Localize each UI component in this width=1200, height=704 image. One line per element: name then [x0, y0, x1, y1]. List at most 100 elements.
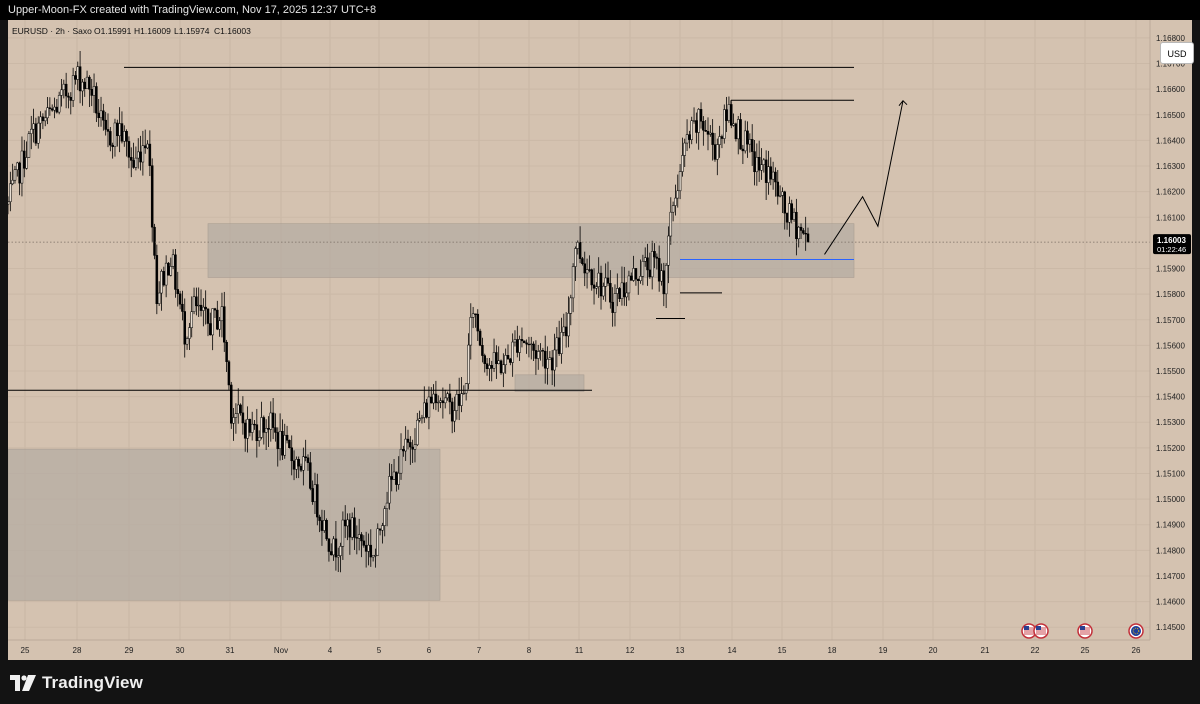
supply-demand-zone[interactable]	[8, 448, 441, 601]
candle-bearish	[425, 402, 428, 418]
candle-bullish	[664, 265, 668, 295]
candle-bullish	[471, 313, 475, 318]
candle-bearish	[527, 343, 531, 346]
legend-ohlc-value: C1.16003	[214, 26, 251, 36]
candle-bearish	[592, 284, 596, 289]
candle-bullish	[257, 437, 261, 442]
time-axis[interactable]: 25 28 29 30 31 Nov 4 5 6 7 8 11 12 13 14 15 18 19 20 21 22 25…	[8, 639, 1150, 655]
candle-bearish	[750, 139, 754, 152]
candle-bullish	[567, 313, 570, 337]
candle-bearish	[176, 289, 180, 295]
candle-bullish	[383, 508, 386, 526]
price-tick-label: 1.16600	[1156, 85, 1185, 94]
candle-bullish	[146, 143, 149, 149]
price-tick-label: 1.15800	[1156, 290, 1185, 299]
time-tick-label: 21	[981, 646, 990, 655]
candle-bullish	[218, 320, 221, 330]
candle-bearish	[311, 488, 314, 503]
candle-bullish	[639, 276, 642, 281]
candle-bullish	[602, 286, 605, 297]
candle-bearish	[609, 283, 612, 303]
us-flag-icon[interactable]	[1033, 623, 1049, 639]
candle-bearish	[150, 165, 154, 228]
candle-bullish	[16, 162, 19, 170]
candle-bullish	[404, 438, 407, 452]
candle-bullish	[8, 201, 10, 205]
tradingview-logo[interactable]: TradingView	[10, 672, 143, 694]
candle-bearish	[434, 393, 438, 404]
time-tick-label: 14	[728, 646, 737, 655]
candle-bearish	[764, 159, 768, 183]
ohlc-legend: EURUSD · 2h · Saxo O1.15991 H1.16009 L1.159…	[12, 26, 251, 36]
candle-bullish	[697, 109, 700, 133]
candle-bearish	[704, 129, 707, 132]
candle-bullish	[432, 393, 435, 404]
candle-bullish	[92, 86, 96, 96]
eu-flag-icon[interactable]	[1128, 623, 1144, 639]
candle-bearish	[478, 330, 482, 346]
currency-button[interactable]: USD	[1160, 42, 1194, 64]
candle-bullish	[423, 402, 426, 418]
price-tick-label: 1.16200	[1156, 188, 1185, 197]
candle-bearish	[253, 423, 256, 426]
price-scale[interactable]: 1.16800 1.16700 1.16600 1.16500 1.16400 1.163…	[1149, 20, 1185, 640]
us-flag-icon[interactable]	[1077, 623, 1093, 639]
candle-bullish	[346, 519, 349, 527]
candle-bearish	[292, 460, 296, 470]
candle-bullish	[571, 266, 575, 299]
candle-bullish	[71, 75, 75, 101]
candle-bullish	[39, 116, 42, 124]
candle-bearish	[520, 339, 524, 342]
time-tick-label: Nov	[274, 646, 288, 655]
time-tick-label: 29	[125, 646, 134, 655]
candle-bullish	[295, 459, 298, 470]
candle-bearish	[304, 456, 307, 459]
candle-bearish	[334, 538, 338, 558]
candle-bullish	[595, 286, 598, 289]
candle-bullish	[760, 164, 763, 171]
candle-bearish	[162, 271, 166, 286]
candle-bullish	[502, 364, 505, 374]
candle-bullish	[732, 123, 735, 126]
candle-bullish	[748, 139, 752, 145]
supply-demand-zone[interactable]	[207, 223, 855, 278]
chart-area[interactable]: 1.16800 1.16700 1.16600 1.16500 1.16400 1.163…	[8, 20, 1194, 660]
candle-bearish	[720, 136, 724, 139]
candle-bearish	[216, 309, 219, 330]
candle-bullish	[460, 393, 463, 406]
candle-bearish	[448, 393, 452, 403]
price-tick-label: 1.16500	[1156, 111, 1185, 120]
candle-bullish	[504, 355, 507, 366]
candle-bullish	[416, 419, 419, 446]
candle-bullish	[650, 251, 654, 278]
projection-path[interactable]	[824, 100, 904, 255]
candle-bullish	[513, 339, 517, 343]
candle-bearish	[230, 384, 233, 424]
price-tick-label: 1.15200	[1156, 444, 1185, 453]
candle-bullish	[439, 400, 442, 403]
bar-countdown: 01:22:46	[1157, 245, 1186, 254]
candle-bullish	[420, 417, 424, 419]
candle-bearish	[474, 313, 477, 315]
candle-bullish	[555, 337, 559, 351]
candle-bearish	[739, 119, 742, 150]
time-tick-label: 13	[676, 646, 685, 655]
candle-bullish	[767, 166, 770, 183]
candle-bearish	[97, 112, 100, 119]
candle-bullish	[467, 344, 470, 385]
candle-bearish	[506, 355, 510, 360]
candle-bearish	[353, 517, 356, 538]
candle-bullish	[376, 528, 380, 556]
price-tick-label: 1.14700	[1156, 572, 1185, 581]
time-tick-label: 6	[427, 646, 432, 655]
candle-bullish	[81, 81, 84, 92]
candle-bullish	[76, 66, 80, 80]
candle-bearish	[378, 528, 382, 531]
candle-bearish	[450, 401, 454, 422]
chart-svg[interactable]: 1.16800 1.16700 1.16600 1.16500 1.16400 1.163…	[8, 20, 1192, 660]
price-tick-label: 1.15000	[1156, 495, 1185, 504]
candle-bearish	[702, 121, 705, 131]
candle-bullish	[553, 349, 556, 371]
supply-demand-zone[interactable]	[514, 374, 585, 392]
price-tick-label: 1.15300	[1156, 418, 1185, 427]
